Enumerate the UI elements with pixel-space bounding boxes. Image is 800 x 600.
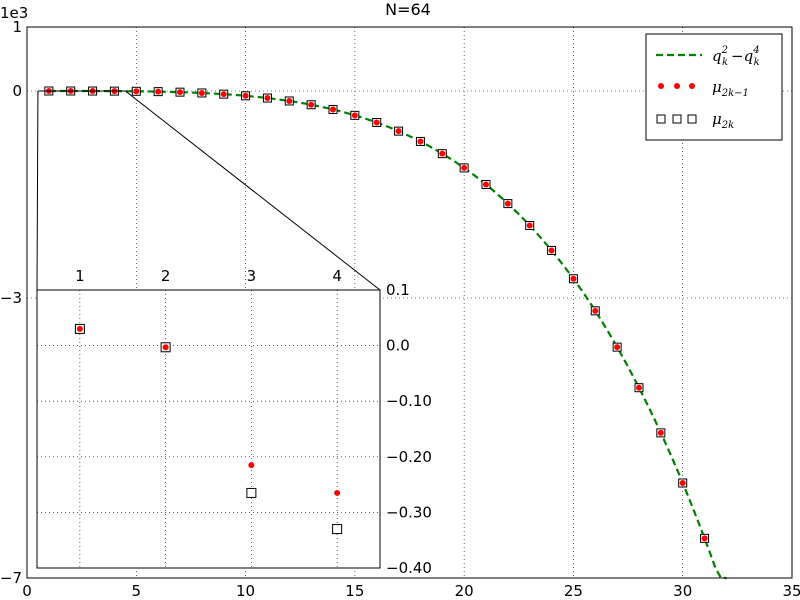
x-tick-label: 5 bbox=[132, 582, 142, 600]
inset-points-layer bbox=[74, 323, 343, 535]
inset-background bbox=[37, 290, 380, 568]
legend-odd-swatch bbox=[658, 83, 664, 89]
point-mu-2k-1 bbox=[220, 91, 227, 98]
inset-frame bbox=[36, 289, 381, 569]
inset-point-mu-2k-1 bbox=[334, 489, 341, 496]
point-mu-2k-1 bbox=[351, 112, 358, 119]
legend-even-swatch bbox=[672, 114, 682, 124]
point-mu-2k-1 bbox=[614, 344, 621, 351]
point-mu-2k-1 bbox=[177, 89, 183, 96]
x-tick-label: 15 bbox=[345, 582, 364, 600]
inset-y-tick-label: −0.20 bbox=[386, 448, 432, 466]
chart-title: N=64 bbox=[385, 0, 431, 19]
inset-point-mu-2k bbox=[332, 524, 343, 535]
inset-connector-lines bbox=[36, 90, 381, 291]
inset-point-mu-2k bbox=[246, 487, 257, 498]
point-mu-2k-1 bbox=[133, 88, 140, 95]
point-mu-2k-1 bbox=[679, 479, 686, 486]
point-mu-2k-1 bbox=[483, 181, 489, 188]
inset-x-tick-label: 1 bbox=[75, 267, 85, 285]
inset-x-tick-label: 2 bbox=[161, 267, 171, 285]
point-mu-2k-1 bbox=[570, 275, 577, 282]
inset-y-tick-label: 0.1 bbox=[386, 281, 410, 299]
point-mu-2k-1 bbox=[439, 150, 446, 157]
point-mu-2k-1 bbox=[504, 200, 511, 207]
inset-y-tick-label: 0.0 bbox=[386, 337, 410, 355]
inset-point-mu-2k-1 bbox=[248, 462, 255, 469]
point-mu-2k-1 bbox=[286, 97, 293, 104]
point-mu-2k-1 bbox=[242, 92, 249, 99]
main-points-layer bbox=[44, 86, 710, 543]
inset-y-tick-label: −0.10 bbox=[386, 392, 432, 410]
inset-y-tick-label: −0.40 bbox=[386, 559, 432, 577]
y-tick-label: 1 bbox=[12, 18, 22, 36]
connector-line-right bbox=[125, 90, 381, 291]
point-mu-2k-1 bbox=[373, 119, 380, 126]
point-mu-2k-1 bbox=[701, 535, 708, 542]
y-tick-label: −7 bbox=[0, 569, 22, 587]
point-mu-2k-1 bbox=[548, 247, 555, 254]
point-mu-2k-1 bbox=[417, 138, 424, 145]
point-mu-2k-1 bbox=[395, 128, 402, 135]
point-mu-2k-1 bbox=[198, 89, 205, 96]
y-tick-label: −3 bbox=[0, 289, 22, 307]
legend-even-label: μ2k bbox=[712, 110, 734, 131]
connector-line-left bbox=[36, 90, 39, 291]
point-mu-2k-1 bbox=[526, 222, 533, 229]
legend-odd-label: μ2k−1 bbox=[712, 78, 749, 99]
x-tick-label: 10 bbox=[236, 582, 255, 600]
legend: q2 k −q4 k μ2k−1 μ2k bbox=[645, 33, 783, 141]
point-mu-2k-1 bbox=[155, 88, 162, 95]
point-mu-2k-1 bbox=[461, 164, 468, 171]
y-tick-label: 0 bbox=[12, 82, 22, 100]
y-offset-text: 1e3 bbox=[0, 4, 28, 22]
inset-y-tick-label: −0.30 bbox=[386, 503, 432, 521]
legend-even-swatch bbox=[687, 114, 697, 124]
inset-tick-labels: 1 2 3 4 0.1 0.0 −0.10 −0.20 −0.30 −0.40 bbox=[75, 267, 432, 577]
legend-even-swatch bbox=[656, 114, 666, 124]
point-mu-2k-1 bbox=[592, 307, 599, 314]
legend-odd-swatch bbox=[689, 83, 695, 89]
point-mu-2k-1 bbox=[636, 384, 642, 391]
legend-curve-label: q2 k −q4 k bbox=[712, 45, 760, 68]
x-tick-label: 30 bbox=[673, 582, 692, 600]
inset-x-tick-label: 4 bbox=[332, 267, 342, 285]
inset-point-mu-2k-1 bbox=[76, 325, 83, 332]
main-plot-frame bbox=[26, 26, 793, 579]
legend-odd-swatch bbox=[674, 83, 680, 89]
inset-x-tick-label: 3 bbox=[247, 267, 257, 285]
x-tick-label: 0 bbox=[22, 582, 32, 600]
x-tick-label: 25 bbox=[564, 582, 583, 600]
point-mu-2k-1 bbox=[308, 101, 315, 108]
inset-point-mu-2k-1 bbox=[162, 344, 169, 351]
point-mu-2k-1 bbox=[264, 95, 271, 102]
point-mu-2k-1 bbox=[657, 429, 664, 436]
point-mu-2k-1 bbox=[330, 106, 336, 113]
x-tick-label: 20 bbox=[455, 582, 474, 600]
legend-box bbox=[645, 33, 783, 141]
x-tick-label: 35 bbox=[782, 582, 800, 600]
